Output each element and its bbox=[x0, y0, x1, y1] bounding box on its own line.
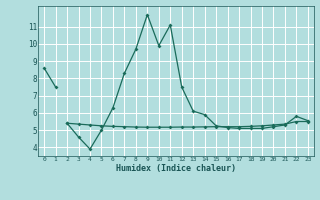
X-axis label: Humidex (Indice chaleur): Humidex (Indice chaleur) bbox=[116, 164, 236, 173]
